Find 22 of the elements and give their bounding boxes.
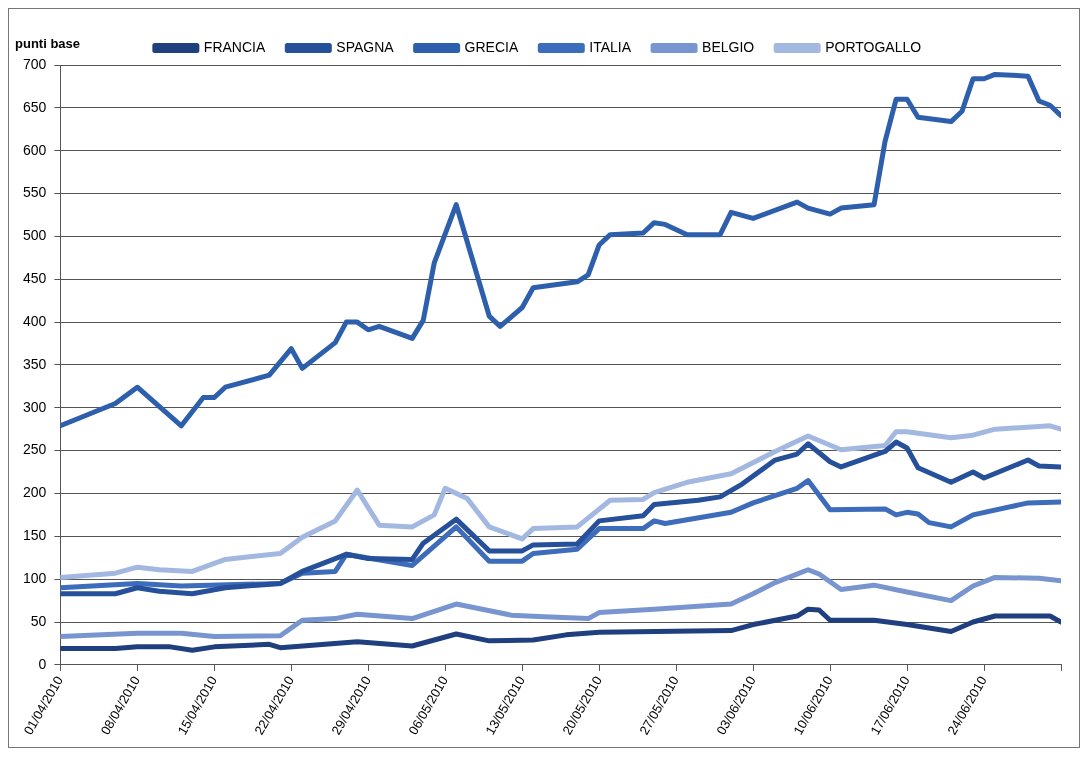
legend-label: SPAGNA bbox=[336, 38, 395, 55]
y-tick-label: 650 bbox=[23, 98, 47, 115]
legend-label: FRANCIA bbox=[203, 38, 266, 55]
y-tick-label: 400 bbox=[23, 312, 47, 329]
y-tick-label: 200 bbox=[23, 484, 47, 501]
y-tick-label: 150 bbox=[23, 527, 47, 544]
legend-label: BELGIO bbox=[702, 38, 755, 55]
y-tick-label: 550 bbox=[23, 184, 47, 201]
y-tick-label: 350 bbox=[23, 355, 47, 372]
legend-label: GRECIA bbox=[464, 38, 519, 55]
y-tick-label: 600 bbox=[23, 141, 47, 158]
y-tick-label: 250 bbox=[23, 441, 47, 458]
y-tick-label: 500 bbox=[23, 227, 47, 244]
y-tick-label: 450 bbox=[23, 270, 47, 287]
y-tick-label: 100 bbox=[23, 570, 47, 587]
y-tick-label: 50 bbox=[30, 612, 47, 629]
legend-label: PORTOGALLO bbox=[825, 38, 922, 55]
y-tick-label: 0 bbox=[38, 655, 47, 672]
legend-label: ITALIA bbox=[589, 38, 632, 55]
y-axis-title: punti base bbox=[15, 36, 81, 52]
y-tick-label: 700 bbox=[23, 55, 47, 72]
y-tick-label: 300 bbox=[23, 398, 47, 415]
